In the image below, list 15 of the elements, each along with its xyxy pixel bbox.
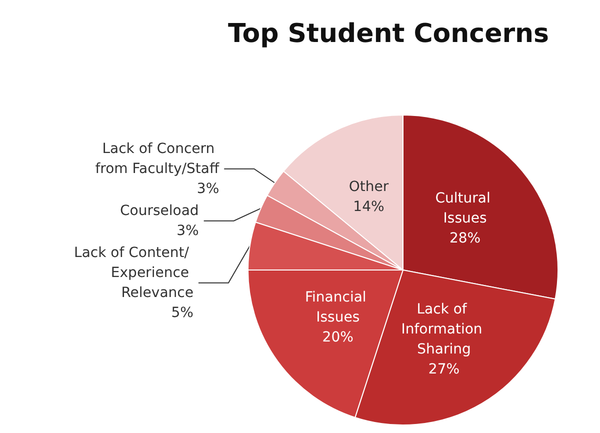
data-label: 3% [196, 180, 220, 197]
data-label: 14% [353, 199, 384, 216]
slice-label: Lack of Content/ Experience Relevance [74, 244, 194, 301]
chart-title: Top Student Concerns [228, 19, 550, 49]
slice-label: Lack of Information Sharing [401, 301, 487, 358]
slice-label: Courseload [120, 202, 199, 219]
slice-label: Lack of Concern from Faculty/Staff [95, 140, 220, 177]
data-label: 5% [171, 304, 194, 321]
slice-label: Other [348, 179, 389, 196]
slice-label: Cultural Issues [435, 190, 495, 227]
data-label: 28% [449, 230, 481, 247]
data-label: 20% [322, 329, 354, 346]
slice-label: Financial Issues [304, 289, 371, 326]
data-label: 3% [176, 222, 199, 239]
data-label: 27% [428, 361, 460, 378]
